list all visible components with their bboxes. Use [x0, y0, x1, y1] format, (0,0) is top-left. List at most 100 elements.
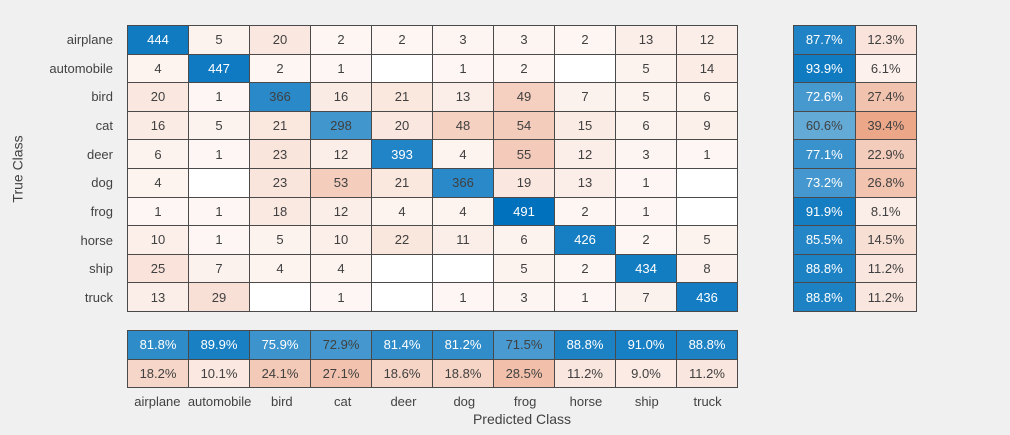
matrix-cell: 22 — [372, 226, 432, 254]
row-label: bird — [91, 89, 113, 105]
col-summary-miss-cell: 9.0% — [616, 359, 676, 387]
matrix-cell — [372, 54, 432, 83]
col-summary-success-cell: 81.4% — [372, 331, 432, 359]
matrix-cell: 20 — [128, 83, 188, 111]
matrix-cell: 5 — [616, 83, 676, 111]
matrix-cell: 18 — [250, 197, 310, 226]
col-summary-miss-cell: 11.2% — [555, 359, 615, 387]
row-summary-success-cell: 88.8% — [794, 283, 855, 311]
col-summary-success-cell: 72.9% — [311, 331, 371, 359]
matrix-cell: 2 — [372, 26, 432, 54]
matrix-cell: 1 — [189, 226, 249, 254]
matrix-cell — [372, 283, 432, 311]
col-summary-miss-cell: 11.2% — [677, 359, 737, 387]
matrix-cell: 15 — [555, 111, 615, 140]
matrix-cell: 54 — [494, 111, 554, 140]
matrix-cell: 426 — [555, 226, 615, 254]
matrix-cell: 13 — [616, 26, 676, 54]
matrix-cell: 53 — [311, 169, 371, 197]
matrix-cell: 2 — [494, 54, 554, 83]
row-summary-success-cell: 73.2% — [794, 169, 855, 197]
matrix-cell: 11 — [433, 226, 493, 254]
matrix-cell: 4 — [128, 169, 188, 197]
matrix-cell: 55 — [494, 140, 554, 168]
row-summary-grid: 87.7% 12.3% 93.9% 6.1% 72.6% 27.4% 60.6% 39.4% 7… — [793, 25, 917, 312]
matrix-cell: 1 — [616, 197, 676, 226]
column-summary-grid: 81.8% 89.9% 75.9% 72.9% 81.4% 81.2% 71.5% 88.8%… — [127, 330, 738, 388]
col-summary-success-cell: 91.0% — [616, 331, 676, 359]
row-summary-miss-cell: 22.9% — [855, 140, 916, 168]
col-summary-success-cell: 89.9% — [189, 331, 249, 359]
matrix-cell: 5 — [189, 26, 249, 54]
matrix-cell: 366 — [433, 169, 493, 197]
matrix-cell: 6 — [128, 140, 188, 168]
col-label: cat — [333, 393, 352, 409]
row-label: airplane — [66, 31, 113, 47]
matrix-cell: 23 — [250, 140, 310, 168]
row-summary-miss-cell: 39.4% — [855, 111, 916, 140]
matrix-cell: 1 — [616, 169, 676, 197]
matrix-cell: 19 — [494, 169, 554, 197]
row-summary-success-cell: 91.9% — [794, 197, 855, 226]
matrix-cell: 6 — [494, 226, 554, 254]
matrix-cell: 366 — [250, 83, 310, 111]
matrix-cell: 2 — [311, 26, 371, 54]
matrix-cell: 5 — [189, 111, 249, 140]
matrix-cell: 10 — [311, 226, 371, 254]
col-summary-success-cell: 71.5% — [494, 331, 554, 359]
col-summary-miss-cell: 27.1% — [311, 359, 371, 387]
row-summary-success-cell: 93.9% — [794, 54, 855, 83]
row-summary-success-cell: 77.1% — [794, 140, 855, 168]
matrix-cell — [189, 169, 249, 197]
matrix-cell: 6 — [616, 111, 676, 140]
row-label: ship — [89, 261, 113, 277]
matrix-cell: 3 — [494, 283, 554, 311]
col-summary-success-cell: 81.2% — [433, 331, 493, 359]
matrix-cell: 13 — [433, 83, 493, 111]
row-label: cat — [95, 117, 113, 133]
matrix-cell: 16 — [311, 83, 371, 111]
matrix-cell: 9 — [677, 111, 737, 140]
matrix-cell: 434 — [616, 254, 676, 283]
matrix-cell: 12 — [311, 197, 371, 226]
matrix-cell: 13 — [128, 283, 188, 311]
col-summary-miss-cell: 18.2% — [128, 359, 188, 387]
matrix-cell: 12 — [311, 140, 371, 168]
matrix-cell: 25 — [128, 254, 188, 283]
matrix-cell: 4 — [250, 254, 310, 283]
matrix-cell: 1 — [128, 197, 188, 226]
row-label: horse — [80, 232, 113, 248]
matrix-cell: 21 — [372, 169, 432, 197]
matrix-cell: 4 — [433, 197, 493, 226]
matrix-cell: 1 — [189, 83, 249, 111]
matrix-cell: 1 — [311, 283, 371, 311]
row-summary-success-cell: 60.6% — [794, 111, 855, 140]
matrix-cell: 5 — [494, 254, 554, 283]
matrix-cell: 393 — [372, 140, 432, 168]
matrix-cell: 447 — [189, 54, 249, 83]
col-label: deer — [390, 393, 417, 409]
col-label: horse — [569, 393, 603, 409]
matrix-cell: 48 — [433, 111, 493, 140]
row-summary-miss-cell: 6.1% — [855, 54, 916, 83]
matrix-cell: 3 — [616, 140, 676, 168]
matrix-cell: 12 — [555, 140, 615, 168]
matrix-cell: 2 — [555, 26, 615, 54]
matrix-cell: 7 — [189, 254, 249, 283]
row-summary-success-cell: 88.8% — [794, 254, 855, 283]
matrix-cell: 3 — [494, 26, 554, 54]
matrix-cell: 1 — [433, 54, 493, 83]
matrix-cell: 21 — [372, 83, 432, 111]
matrix-cell — [677, 169, 737, 197]
matrix-cell: 1 — [677, 140, 737, 168]
col-label: bird — [270, 393, 293, 409]
col-label: ship — [634, 393, 659, 409]
matrix-cell — [372, 254, 432, 283]
row-summary-miss-cell: 26.8% — [855, 169, 916, 197]
col-summary-miss-cell: 10.1% — [189, 359, 249, 387]
matrix-cell: 7 — [616, 283, 676, 311]
matrix-cell: 13 — [555, 169, 615, 197]
matrix-cell: 298 — [311, 111, 371, 140]
row-summary-success-cell: 87.7% — [794, 26, 855, 54]
